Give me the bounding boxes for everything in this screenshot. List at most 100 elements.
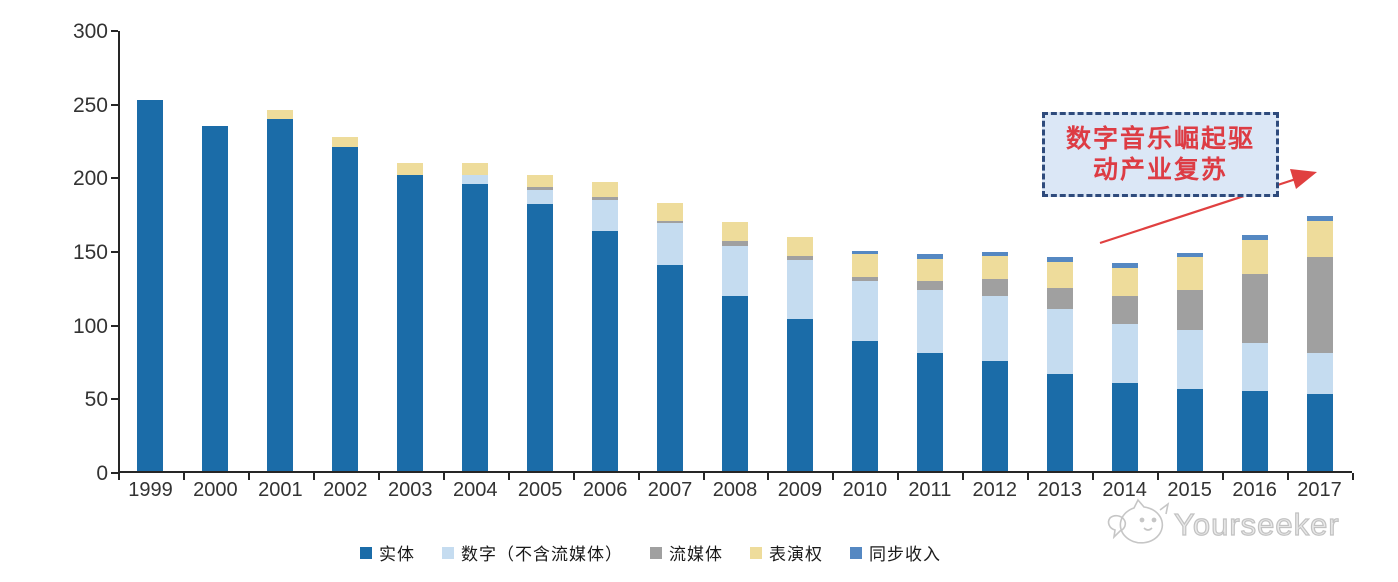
x-axis-label: 2011 <box>908 479 952 501</box>
x-axis-tick <box>442 473 445 480</box>
bar-segment <box>1306 353 1333 395</box>
x-axis-tick <box>312 473 315 480</box>
bar-segment <box>722 245 748 296</box>
bar-segment <box>462 174 489 184</box>
bar-segment <box>916 353 943 471</box>
bar-segment <box>592 196 619 200</box>
x-axis-tick <box>1352 473 1354 480</box>
bar-segment <box>916 254 943 259</box>
annotation-box: 数字音乐崛起驱 动产业复苏 <box>1042 112 1279 197</box>
bar-segment <box>916 280 943 290</box>
bar-segment <box>851 280 878 342</box>
x-axis-tick <box>118 473 120 480</box>
x-axis-tick <box>377 473 380 480</box>
bar-segment <box>786 236 813 256</box>
bar-segment <box>1111 263 1138 268</box>
y-axis-tick <box>111 324 118 327</box>
bar-segment <box>722 295 748 471</box>
y-axis-label: 0 <box>96 462 108 485</box>
stacked-bar-2004 <box>462 163 489 471</box>
bar-segment <box>1176 329 1203 389</box>
bar-segment <box>592 182 619 197</box>
x-axis-label: 2003 <box>388 479 433 501</box>
y-axis-tick <box>111 30 118 32</box>
stacked-bar-2017 <box>1306 216 1333 471</box>
x-axis-tick <box>1222 473 1225 480</box>
legend-label: 流媒体 <box>669 545 723 564</box>
legend-item: 流媒体 <box>650 540 723 565</box>
x-axis-label: 2014 <box>1102 479 1147 501</box>
bar-segment <box>1111 267 1138 296</box>
x-axis-tick <box>1157 473 1160 480</box>
stacked-bar-2012 <box>981 251 1008 471</box>
bar-segment <box>851 341 878 471</box>
bar-segment <box>722 241 748 246</box>
bar-segment <box>981 360 1008 471</box>
bar-segment <box>786 255 813 261</box>
bar-segment <box>1046 261 1073 289</box>
bar-segment <box>1111 382 1138 471</box>
watermark-text: Yourseeker <box>1173 506 1340 542</box>
bar-segment <box>527 204 554 471</box>
stacked-bar-2014 <box>1111 263 1138 471</box>
x-axis-label: 1999 <box>128 479 173 501</box>
bar-segment <box>137 99 164 471</box>
x-axis-tick <box>897 473 900 480</box>
bar-segment <box>1176 252 1203 258</box>
bar-segment <box>657 202 684 221</box>
cat-logo-icon <box>1104 496 1174 553</box>
bar-segment <box>1176 388 1203 471</box>
bar-segment <box>267 110 294 119</box>
watermark: Yourseeker <box>1104 496 1340 553</box>
legend: 实体 数字（不含流媒体） 流媒体 表演权 同步收入 <box>360 540 941 565</box>
bar-segment <box>267 118 294 471</box>
bar-segment <box>332 136 359 147</box>
stacked-bar-2009 <box>786 236 813 471</box>
bar-segment <box>332 146 359 471</box>
bar-segment <box>1306 220 1333 258</box>
stacked-bar-2010 <box>851 251 878 471</box>
x-axis-label: 2001 <box>258 479 303 501</box>
bar-segment <box>1176 257 1203 290</box>
y-axis-tick <box>111 472 118 474</box>
bar-segment <box>1046 308 1073 374</box>
legend-label: 数字（不含流媒体） <box>461 545 623 564</box>
bar-segment <box>592 230 619 471</box>
bar-segment <box>981 255 1008 280</box>
y-axis-label: 100 <box>72 314 108 338</box>
legend-item: 实体 <box>360 540 415 565</box>
x-axis-label: 2006 <box>582 479 628 501</box>
stacked-bar-2015 <box>1176 252 1203 471</box>
y-axis-tick <box>111 398 118 401</box>
bar-segment <box>1111 323 1138 383</box>
bar-segment <box>1241 391 1268 471</box>
bar-segment <box>592 199 619 231</box>
bar-segment <box>851 276 878 281</box>
y-axis-label: 200 <box>72 167 108 191</box>
stacked-bar-2008 <box>722 222 748 471</box>
legend-swatch-icon <box>442 546 454 559</box>
legend-label: 表演权 <box>769 545 823 564</box>
bar-segment <box>786 319 813 471</box>
x-axis-label: 2012 <box>972 479 1018 501</box>
legend-label: 实体 <box>379 545 415 564</box>
bar-segment <box>1306 216 1333 221</box>
bar-segment <box>916 289 943 354</box>
legend-swatch-icon <box>650 546 662 559</box>
bar-segment <box>1241 235 1268 240</box>
bar-segment <box>1241 342 1268 392</box>
y-axis-label: 150 <box>72 241 108 264</box>
plot-area <box>118 31 1352 473</box>
bar-segment <box>1306 257 1333 354</box>
legend-swatch-icon <box>360 546 372 559</box>
x-axis-label: 2016 <box>1232 479 1277 501</box>
x-axis-label: 2000 <box>193 479 238 501</box>
bar-segment <box>981 295 1008 361</box>
annotation-text-line1: 数字音乐崛起驱 <box>1065 124 1255 153</box>
x-axis-label: 2015 <box>1167 479 1212 501</box>
bar-segment <box>1046 373 1073 471</box>
bar-segment <box>981 279 1008 296</box>
legend-swatch-icon <box>750 546 762 559</box>
stacked-bar-2011 <box>916 254 943 471</box>
stacked-bar-2007 <box>657 202 684 471</box>
